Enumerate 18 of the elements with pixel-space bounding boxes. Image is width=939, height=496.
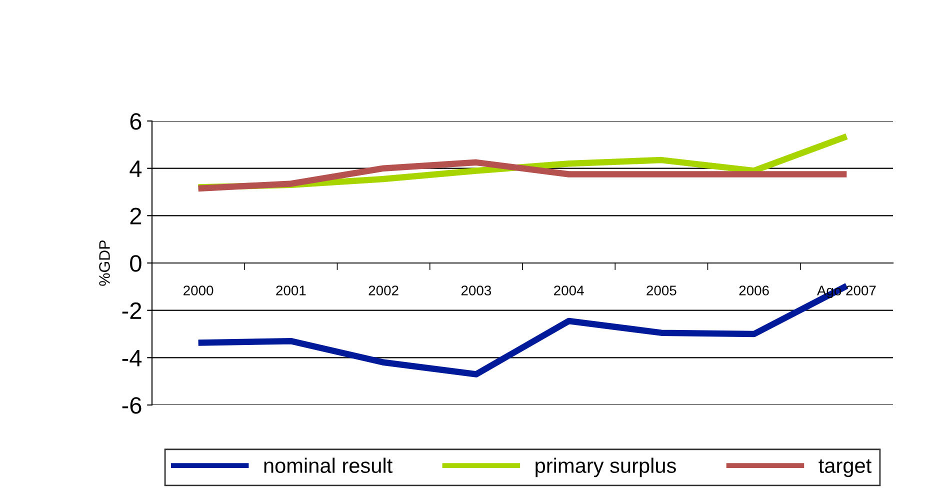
legend-label: nominal result bbox=[264, 458, 392, 474]
x-tick-label: 2001 bbox=[276, 286, 306, 296]
y-tick-label: -4 bbox=[122, 350, 142, 366]
x-tick-label: 2005 bbox=[646, 286, 676, 296]
y-tick-label: 0 bbox=[130, 255, 142, 272]
y-tick-label: 2 bbox=[130, 208, 142, 224]
x-tick-label: 2006 bbox=[739, 286, 769, 296]
x-tick-label: 2004 bbox=[554, 286, 584, 296]
y-axis-title: %GDP bbox=[99, 240, 110, 286]
legend-label: primary surplus bbox=[536, 458, 676, 478]
y-tick-label: 6 bbox=[130, 113, 142, 130]
legend-label: target bbox=[818, 459, 872, 478]
y-tick-label: -2 bbox=[122, 302, 142, 319]
y-tick-label: 4 bbox=[130, 160, 142, 177]
x-tick-label: 2002 bbox=[368, 286, 398, 296]
x-tick-label: 2000 bbox=[184, 286, 214, 296]
x-tick-label: 2003 bbox=[461, 286, 492, 296]
y-tick-label: -6 bbox=[122, 397, 142, 414]
